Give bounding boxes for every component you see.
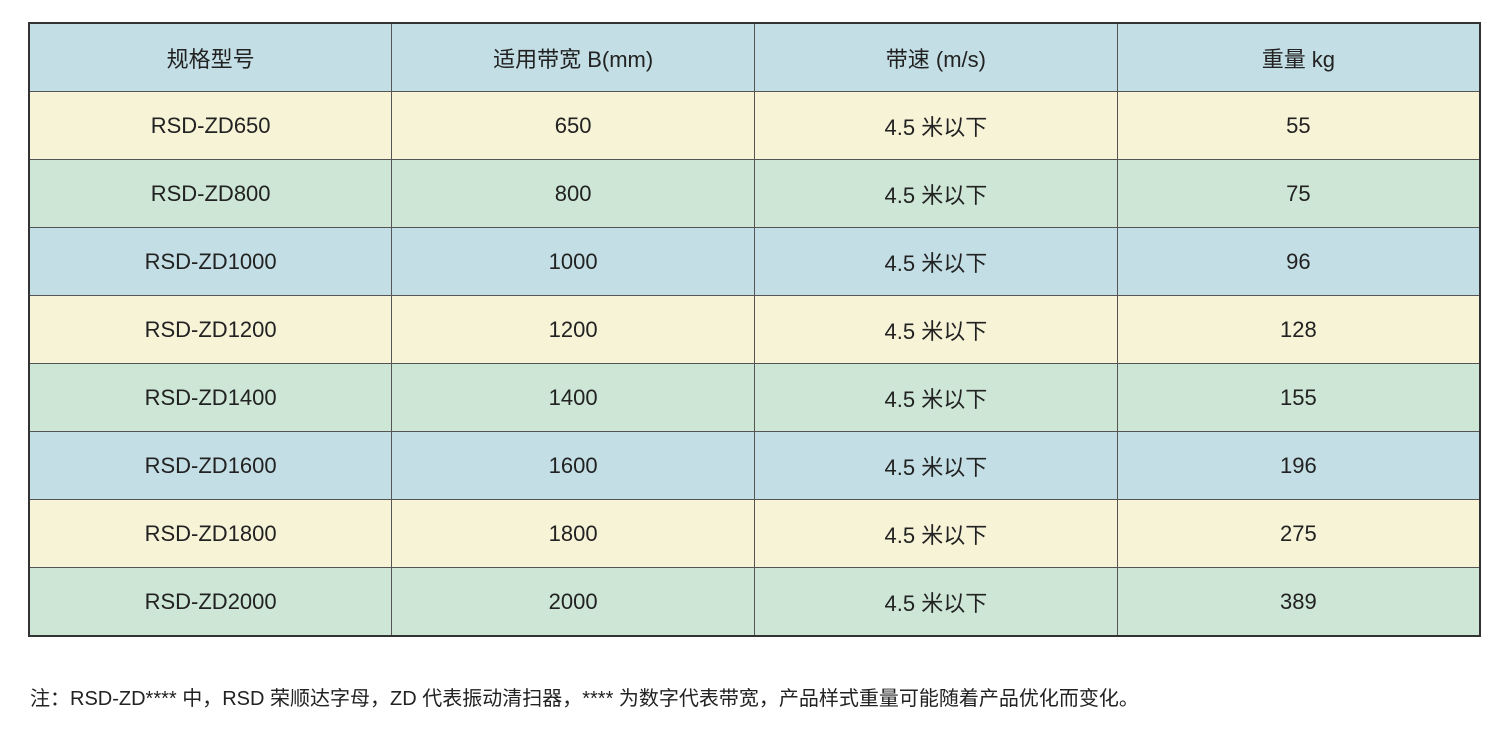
table-cell: 2000 [391,567,755,637]
table-cell: 4.5 米以下 [754,91,1118,160]
table-cell: 800 [391,159,755,228]
table-cell: RSD-ZD1400 [28,363,393,432]
header-cell: 规格型号 [28,22,393,92]
table-cell: RSD-ZD1200 [28,295,393,364]
header-row: 规格型号 适用带宽 B(mm) 带速 (m/s) 重量 kg [28,22,1481,92]
table-row: RSD-ZD1200 1200 4.5 米以下 128 [28,295,1481,364]
table-cell: 4.5 米以下 [754,159,1118,228]
table-cell: 4.5 米以下 [754,431,1118,500]
table-cell: 155 [1116,363,1481,432]
table-cell: RSD-ZD1800 [28,499,393,568]
table-cell: 4.5 米以下 [754,295,1118,364]
table-cell: RSD-ZD1000 [28,227,393,296]
header-cell: 带速 (m/s) [754,22,1118,92]
table-cell: RSD-ZD650 [28,91,393,160]
table-row: RSD-ZD1000 1000 4.5 米以下 96 [28,227,1481,296]
table-row: RSD-ZD650 650 4.5 米以下 55 [28,91,1481,160]
table-cell: 1200 [391,295,755,364]
table-cell: 4.5 米以下 [754,567,1118,637]
table-row: RSD-ZD1800 1800 4.5 米以下 275 [28,499,1481,568]
table-cell: 4.5 米以下 [754,363,1118,432]
table-cell: RSD-ZD1600 [28,431,393,500]
table-row: RSD-ZD1600 1600 4.5 米以下 196 [28,431,1481,500]
table-cell: 1600 [391,431,755,500]
table-row: RSD-ZD2000 2000 4.5 米以下 389 [28,567,1481,637]
table-cell: 1000 [391,227,755,296]
table-row: RSD-ZD800 800 4.5 米以下 75 [28,159,1481,228]
table-cell: RSD-ZD2000 [28,567,393,637]
table-cell: 196 [1116,431,1481,500]
table-cell: 96 [1116,227,1481,296]
table-cell: 389 [1116,567,1481,637]
table-cell: 128 [1116,295,1481,364]
header-cell: 适用带宽 B(mm) [391,22,755,92]
table-cell: 1400 [391,363,755,432]
table-cell: 650 [391,91,755,160]
table-cell: 55 [1116,91,1481,160]
header-cell: 重量 kg [1116,22,1481,92]
table-cell: 4.5 米以下 [754,499,1118,568]
note: 注：RSD-ZD**** 中，RSD 荣顺达字母，ZD 代表振动清扫器，****… [30,688,1139,710]
spec-table: 规格型号 适用带宽 B(mm) 带速 (m/s) 重量 kg RSD-ZD650 650… [28,22,1481,637]
table-body: RSD-ZD650 650 4.5 米以下 55 RSD-ZD800 800 4.5 米以下… [28,91,1481,637]
table-cell: 1800 [391,499,755,568]
table-cell: 275 [1116,499,1481,568]
table-cell: 75 [1116,159,1481,228]
table-row: RSD-ZD1400 1400 4.5 米以下 155 [28,363,1481,432]
table-cell: RSD-ZD800 [28,159,393,228]
table-cell: 4.5 米以下 [754,227,1118,296]
